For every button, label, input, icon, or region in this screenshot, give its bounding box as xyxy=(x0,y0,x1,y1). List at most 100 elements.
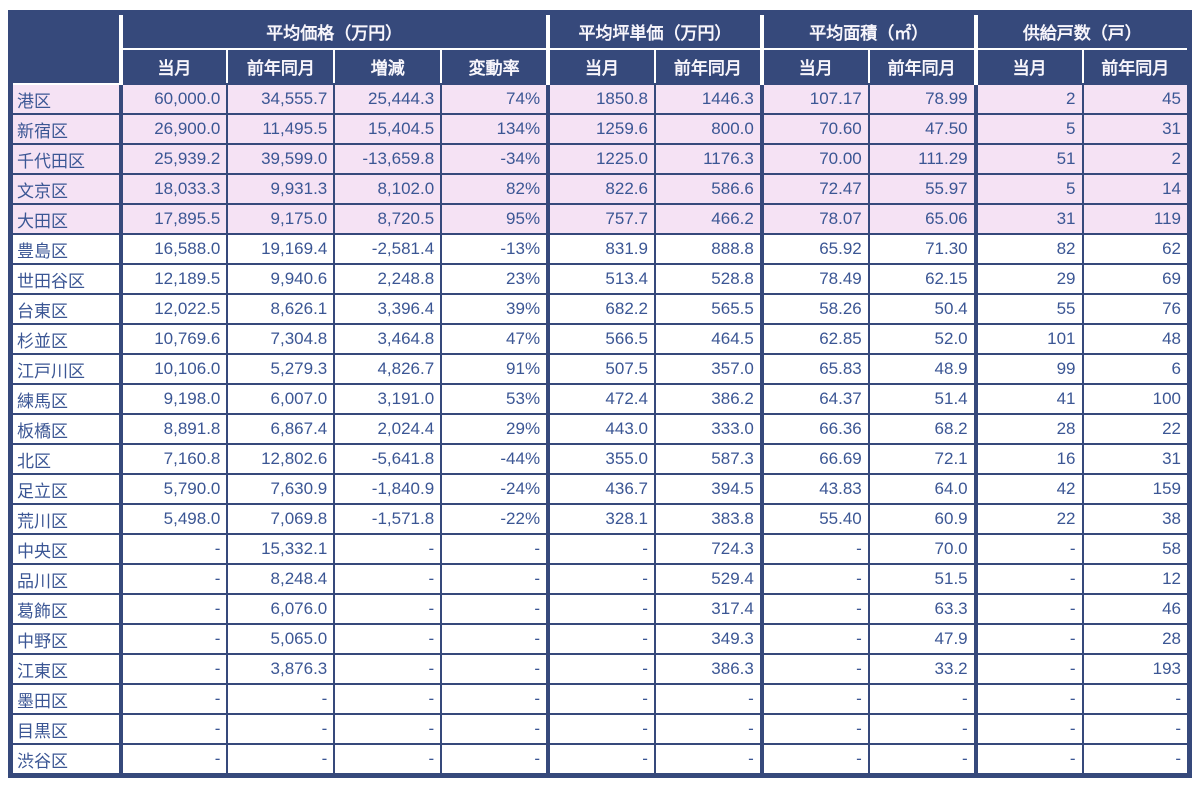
sub-header: 前年同月 xyxy=(653,48,763,85)
value-cell: 394.5 xyxy=(653,473,763,505)
value-cell: 82% xyxy=(440,173,550,205)
value-cell: 63.3 xyxy=(867,593,977,625)
value-cell: - xyxy=(226,743,336,777)
table-row: 板橋区 8,891.8 6,867.4 2,024.4 29% 443.0 333.0 66.… xyxy=(9,413,1191,445)
value-cell: 333.0 xyxy=(653,413,763,445)
value-cell: 55 xyxy=(973,293,1084,325)
value-cell: 1259.6 xyxy=(546,113,656,145)
value-cell: 38 xyxy=(1081,503,1191,535)
value-cell: - xyxy=(867,713,977,745)
value-cell: 7,160.8 xyxy=(118,443,229,475)
value-cell: - xyxy=(973,623,1084,655)
table-row: 世田谷区 12,189.5 9,940.6 2,248.8 23% 513.4 528.8 7… xyxy=(9,263,1191,295)
table-row: 台東区 12,022.5 8,626.1 3,396.4 39% 682.2 565.5 58… xyxy=(9,293,1191,325)
value-cell: 436.7 xyxy=(546,473,656,505)
value-cell: 47% xyxy=(440,323,550,355)
value-cell: 71.30 xyxy=(867,233,977,265)
sub-header: 当月 xyxy=(118,48,229,85)
value-cell: 48.9 xyxy=(867,353,977,385)
value-cell: 58.26 xyxy=(759,293,870,325)
value-cell: - xyxy=(440,743,550,777)
value-cell: 5,065.0 xyxy=(226,623,336,655)
table-row: 荒川区 5,498.0 7,069.8 -1,571.8 -22% 328.1 383.8 5… xyxy=(9,503,1191,535)
value-cell: 8,626.1 xyxy=(226,293,336,325)
value-cell: 9,931.3 xyxy=(226,173,336,205)
value-cell: -1,840.9 xyxy=(333,473,443,505)
value-cell: 9,940.6 xyxy=(226,263,336,295)
value-cell: 41 xyxy=(973,383,1084,415)
value-cell: - xyxy=(546,683,656,715)
value-cell: 1446.3 xyxy=(653,83,763,115)
value-cell: - xyxy=(333,653,443,685)
value-cell: 17,895.5 xyxy=(118,203,229,235)
value-cell: 8,891.8 xyxy=(118,413,229,445)
value-cell: 472.4 xyxy=(546,383,656,415)
ward-label: 板橋区 xyxy=(9,413,123,445)
value-cell: 74% xyxy=(440,83,550,115)
value-cell: - xyxy=(333,713,443,745)
table-row: 北区 7,160.8 12,802.6 -5,641.8 -44% 355.0 587.3 6… xyxy=(9,443,1191,475)
value-cell: 7,304.8 xyxy=(226,323,336,355)
value-cell: - xyxy=(440,653,550,685)
value-cell: - xyxy=(333,563,443,595)
value-cell: 62.15 xyxy=(867,263,977,295)
value-cell: - xyxy=(759,713,870,745)
value-cell: - xyxy=(546,713,656,745)
value-cell: - xyxy=(226,713,336,745)
table-row: 杉並区 10,769.6 7,304.8 3,464.8 47% 566.5 464.5 62… xyxy=(9,323,1191,355)
table-header: 平均価格（万円） 平均坪単価（万円） 平均面積（㎡） 供給戸数（戸） 当月 前年同月 増減変… xyxy=(9,11,1191,85)
value-cell: 7,630.9 xyxy=(226,473,336,505)
value-cell: - xyxy=(973,713,1084,745)
ward-label: 北区 xyxy=(9,443,123,475)
value-cell: - xyxy=(118,533,229,565)
value-cell: 822.6 xyxy=(546,173,656,205)
value-cell: 62 xyxy=(1081,233,1191,265)
value-cell: 8,102.0 xyxy=(333,173,443,205)
value-cell: 119 xyxy=(1081,203,1191,235)
value-cell: 28 xyxy=(973,413,1084,445)
value-cell: 587.3 xyxy=(653,443,763,475)
table-row: 墨田区 - - - - - - - - - - xyxy=(9,683,1191,715)
value-cell: 51.4 xyxy=(867,383,977,415)
value-cell: 23% xyxy=(440,263,550,295)
value-cell: 101 xyxy=(973,323,1084,355)
value-cell: - xyxy=(118,743,229,777)
value-cell: - xyxy=(973,743,1084,777)
value-cell: - xyxy=(333,593,443,625)
value-cell: 39,599.0 xyxy=(226,143,336,175)
value-cell: 31 xyxy=(1081,113,1191,145)
value-cell: 3,464.8 xyxy=(333,323,443,355)
value-cell: 26,900.0 xyxy=(118,113,229,145)
value-cell: 6,076.0 xyxy=(226,593,336,625)
value-cell: 10,106.0 xyxy=(118,353,229,385)
value-cell: 34,555.7 xyxy=(226,83,336,115)
value-cell: 72.1 xyxy=(867,443,977,475)
value-cell: - xyxy=(973,533,1084,565)
group-header: 平均面積（㎡） xyxy=(759,11,977,50)
table-row: 練馬区 9,198.0 6,007.0 3,191.0 53% 472.4 386.2 64.… xyxy=(9,383,1191,415)
value-cell: -2,581.4 xyxy=(333,233,443,265)
value-cell: 29% xyxy=(440,413,550,445)
ward-stats-table-container: 平均価格（万円） 平均坪単価（万円） 平均面積（㎡） 供給戸数（戸） 当月 前年同月 増減変… xyxy=(8,10,1192,778)
value-cell: - xyxy=(759,533,870,565)
value-cell: - xyxy=(118,623,229,655)
value-cell: -13% xyxy=(440,233,550,265)
value-cell: - xyxy=(653,683,763,715)
ward-label: 中野区 xyxy=(9,623,123,655)
value-cell: 43.83 xyxy=(759,473,870,505)
value-cell: 62.85 xyxy=(759,323,870,355)
value-cell: - xyxy=(118,683,229,715)
value-cell: - xyxy=(440,563,550,595)
value-cell: 9,175.0 xyxy=(226,203,336,235)
value-cell: 52.0 xyxy=(867,323,977,355)
value-cell: 193 xyxy=(1081,653,1191,685)
ward-label: 千代田区 xyxy=(9,143,123,175)
value-cell: 28 xyxy=(1081,623,1191,655)
value-cell: 528.8 xyxy=(653,263,763,295)
value-cell: 386.3 xyxy=(653,653,763,685)
group-header: 平均坪単価（万円） xyxy=(546,11,763,50)
value-cell: - xyxy=(546,533,656,565)
value-cell: 42 xyxy=(973,473,1084,505)
sub-header: 変動率 xyxy=(440,48,550,85)
value-cell: 12,189.5 xyxy=(118,263,229,295)
